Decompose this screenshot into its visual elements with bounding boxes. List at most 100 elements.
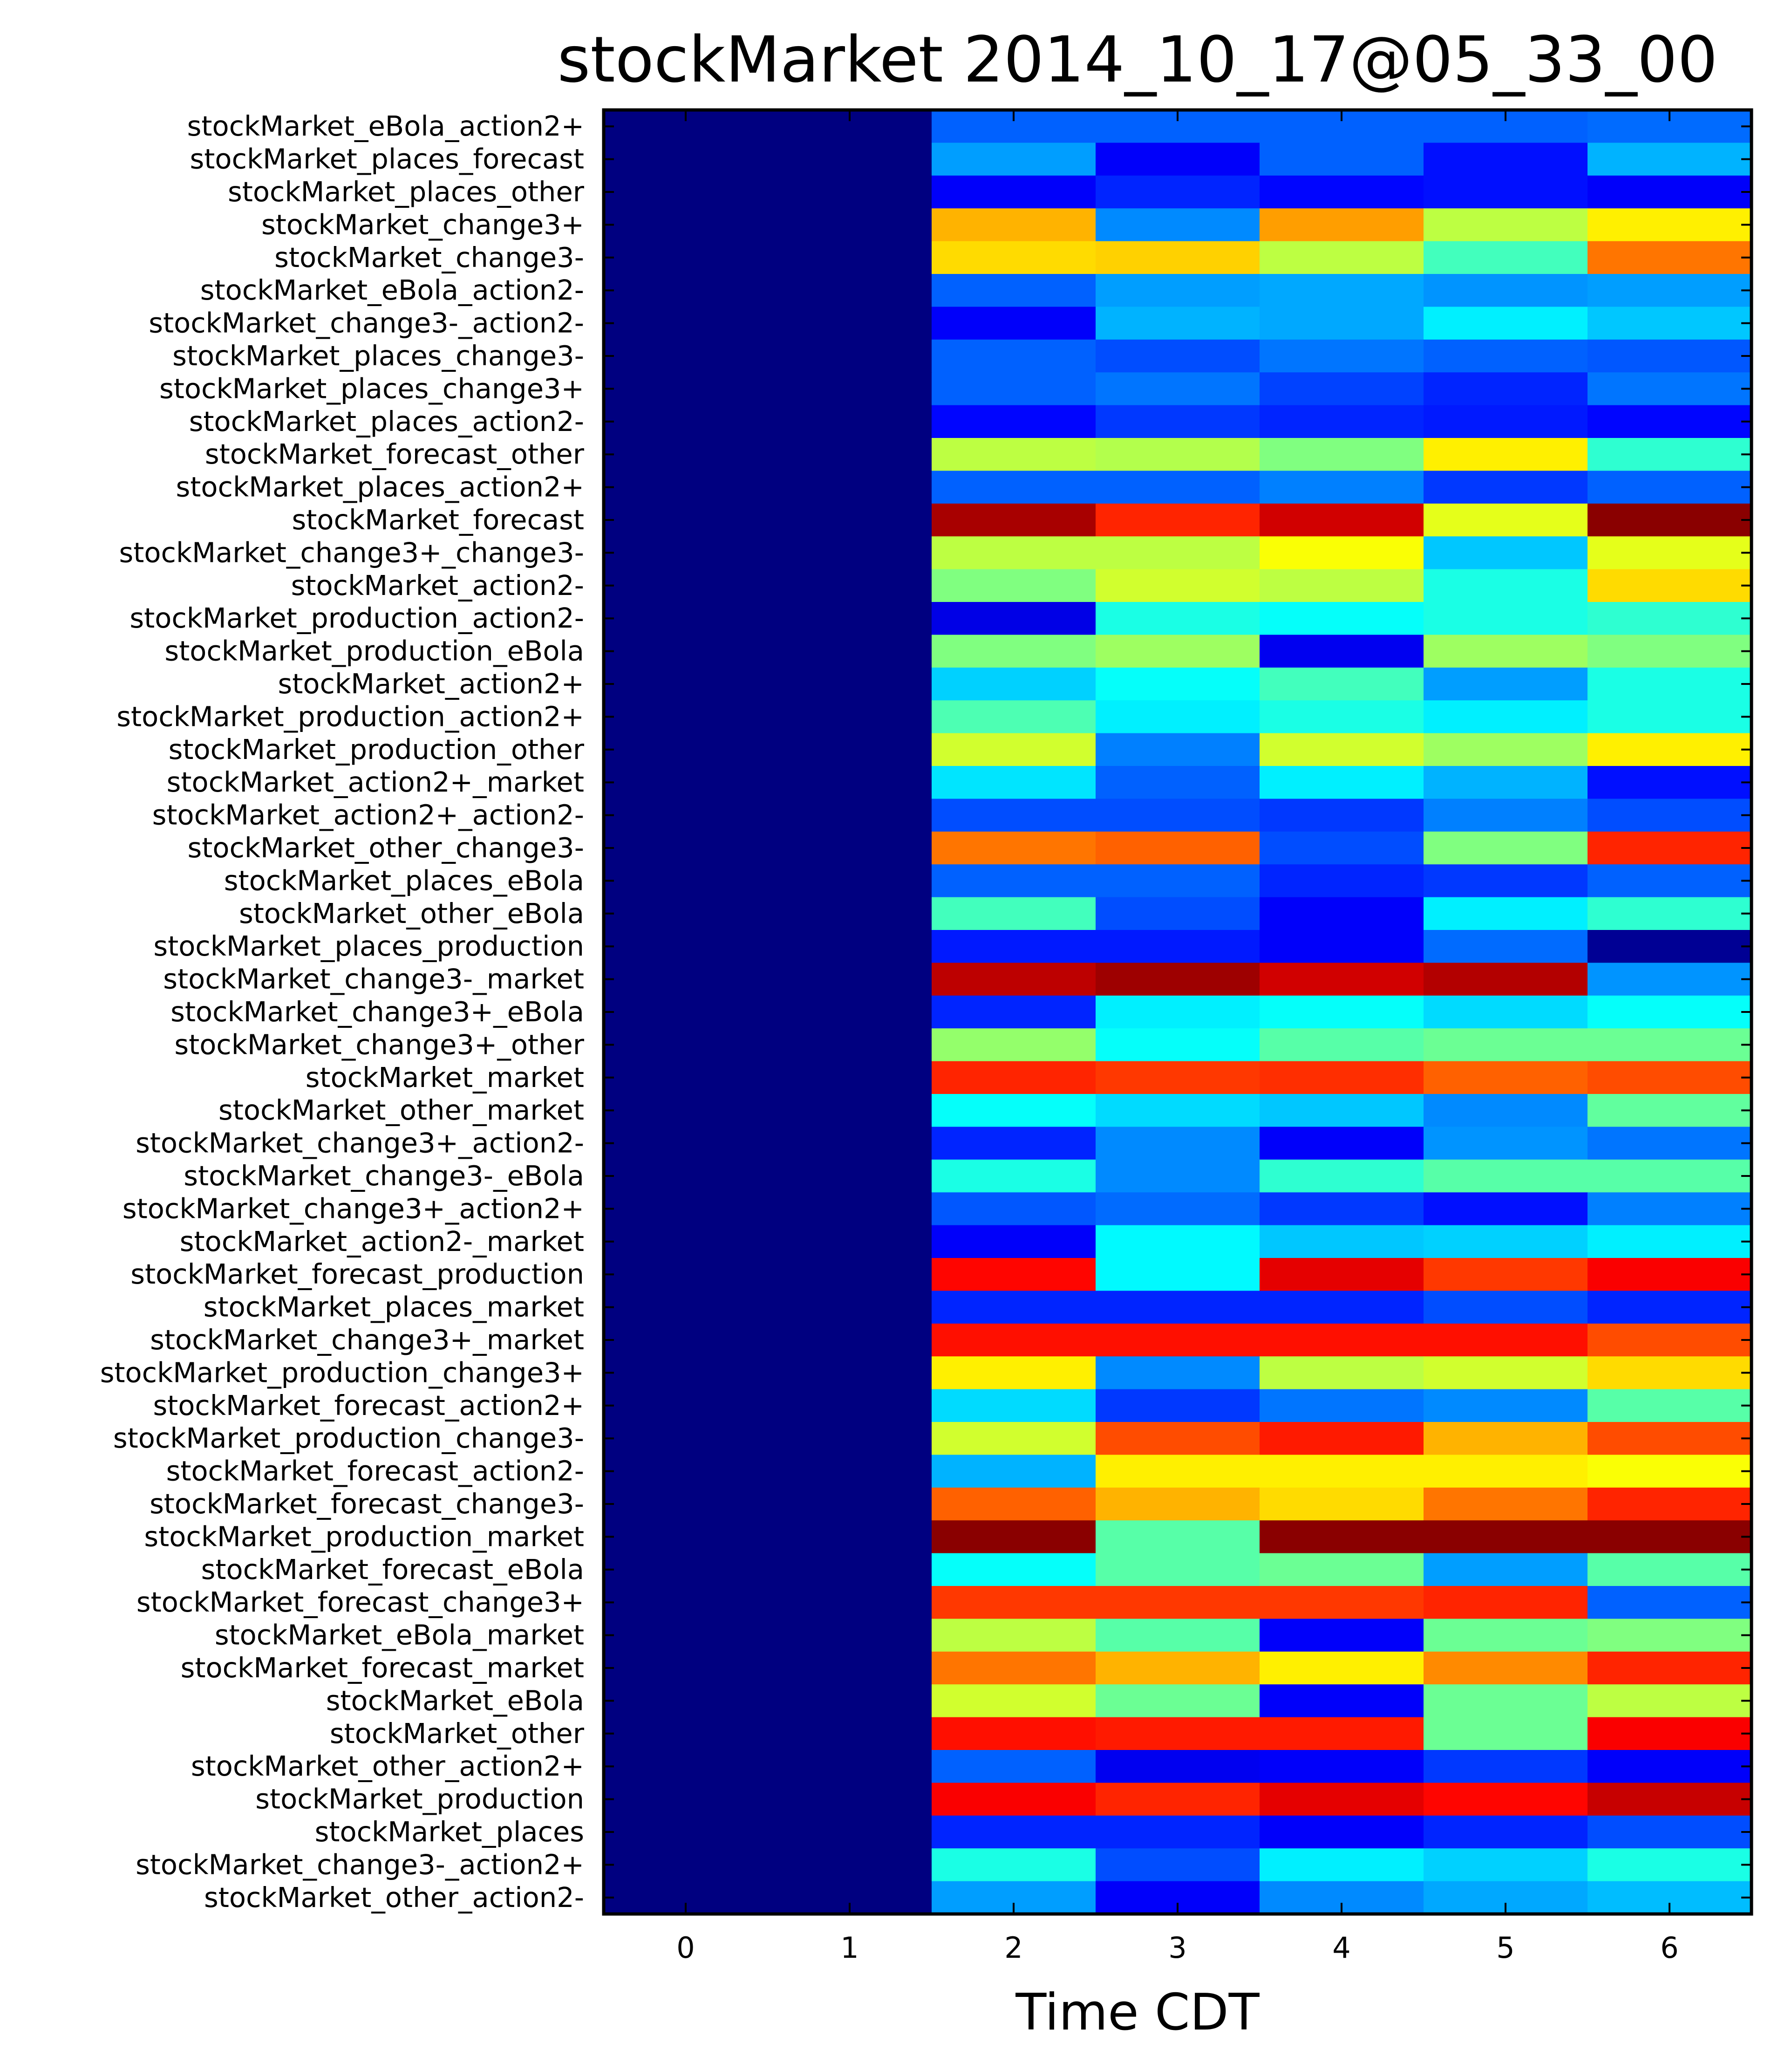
heatmap-cell [604, 1061, 768, 1094]
heatmap-cell [604, 569, 768, 602]
y-tick-label: stockMarket_action2+_action2- [152, 799, 584, 831]
heatmap-cell [1424, 831, 1588, 865]
heatmap-cell [1588, 1783, 1752, 1816]
heatmap-cell [1424, 864, 1588, 898]
y-tick-label: stockMarket_change3-_action2+ [136, 1848, 584, 1880]
heatmap-cell [1096, 1750, 1260, 1784]
heatmap-cell [768, 733, 932, 766]
heatmap-cell [1424, 1389, 1588, 1422]
y-tick-label: stockMarket_production_market [144, 1520, 584, 1552]
heatmap-cell [1260, 241, 1424, 274]
y-tick-label: stockMarket_production_action2- [129, 602, 584, 634]
heatmap-cell [1424, 372, 1588, 406]
heatmap-cell [1096, 1258, 1260, 1292]
heatmap-cell [768, 963, 932, 996]
heatmap-cell [1260, 438, 1424, 472]
heatmap-cell [932, 1389, 1096, 1422]
heatmap-cell [1588, 700, 1752, 734]
heatmap-cell [1588, 602, 1752, 636]
heatmap-cell [1588, 1192, 1752, 1226]
heatmap-cell [1096, 438, 1260, 472]
heatmap-cell [768, 930, 932, 964]
heatmap-cell [1588, 208, 1752, 242]
heatmap-cell [1424, 1619, 1588, 1652]
y-tick-label: stockMarket_change3-_market [163, 963, 584, 995]
y-tick-label: stockMarket_forecast_change3+ [136, 1586, 584, 1618]
y-tick-label: stockMarket_places [315, 1816, 584, 1848]
heatmap-cell [1096, 1225, 1260, 1258]
heatmap-cell [1260, 208, 1424, 242]
heatmap-cell [1260, 799, 1424, 832]
heatmap-cell [1588, 1717, 1752, 1750]
heatmap-cell [1260, 963, 1424, 996]
heatmap-cell [1424, 1258, 1588, 1292]
heatmap-cell [932, 667, 1096, 701]
heatmap-cell [1096, 1520, 1260, 1554]
heatmap-cell [1096, 1094, 1260, 1128]
heatmap-cell [1424, 503, 1588, 537]
y-tick-label: stockMarket_other_action2+ [191, 1750, 584, 1782]
y-tick-label: stockMarket_production_change3+ [100, 1356, 584, 1388]
heatmap-cell [1424, 995, 1588, 1029]
heatmap-cell [768, 405, 932, 438]
heatmap-cell [1096, 307, 1260, 340]
heatmap-cell [1424, 307, 1588, 340]
heatmap-cell [604, 471, 768, 504]
heatmap-cell [1588, 1159, 1752, 1193]
y-tick-label: stockMarket_action2+ [278, 668, 584, 700]
x-tick-label: 4 [1332, 1931, 1350, 1965]
heatmap-cell [1424, 1684, 1588, 1718]
y-tick-label: stockMarket_action2- [291, 569, 584, 601]
heatmap-cell [932, 799, 1096, 832]
heatmap-cell [1096, 405, 1260, 438]
y-tick-label: stockMarket_forecast [292, 504, 584, 536]
heatmap-cell [604, 1684, 768, 1718]
heatmap-cell [604, 963, 768, 996]
heatmap-cell [1096, 1848, 1260, 1882]
heatmap-cell [1096, 175, 1260, 209]
heatmap-cell [1260, 1717, 1424, 1750]
y-tick-label: stockMarket_change3+_market [150, 1324, 584, 1356]
heatmap-cell [604, 1619, 768, 1652]
heatmap-cell [768, 1389, 932, 1422]
heatmap-cell [604, 897, 768, 930]
heatmap-cell [768, 438, 932, 472]
x-tick-label: 6 [1660, 1931, 1678, 1965]
heatmap-cell [932, 1750, 1096, 1784]
heatmap-cell [1260, 569, 1424, 602]
heatmap-cell [604, 1848, 768, 1882]
heatmap-cell [604, 831, 768, 865]
heatmap-cell [1260, 274, 1424, 308]
heatmap-cell [1096, 1553, 1260, 1586]
heatmap-cell [1260, 1651, 1424, 1685]
heatmap-cell [1588, 1684, 1752, 1718]
heatmap-cell [1260, 1389, 1424, 1422]
heatmap-cell [604, 1192, 768, 1226]
heatmap-cell [1588, 1389, 1752, 1422]
heatmap-cell [1260, 307, 1424, 340]
heatmap-cell [1424, 1553, 1588, 1586]
heatmap-cell [1588, 339, 1752, 373]
heatmap-cell [768, 1094, 932, 1128]
heatmap-cell [604, 766, 768, 800]
heatmap-cell [1588, 897, 1752, 930]
heatmap-cell [932, 569, 1096, 602]
heatmap-cell [932, 897, 1096, 930]
heatmap-cell [1096, 1586, 1260, 1620]
heatmap-cell [932, 372, 1096, 406]
heatmap-cell [1588, 1520, 1752, 1554]
heatmap-cell [1424, 930, 1588, 964]
heatmap-cell [932, 1258, 1096, 1292]
y-tick-label: stockMarket_production_action2+ [116, 700, 584, 732]
y-tick-label: stockMarket_market [306, 1061, 584, 1094]
heatmap-cell [604, 1323, 768, 1357]
heatmap-cell [932, 1159, 1096, 1193]
heatmap-cell [1096, 667, 1260, 701]
heatmap-cell [1424, 799, 1588, 832]
heatmap-cell [768, 1619, 932, 1652]
heatmap-cell [1424, 1192, 1588, 1226]
heatmap-cell [1588, 143, 1752, 176]
heatmap-cell [932, 405, 1096, 438]
y-tick-label: stockMarket_forecast_action2- [166, 1455, 584, 1487]
heatmap-cell [768, 1520, 932, 1554]
